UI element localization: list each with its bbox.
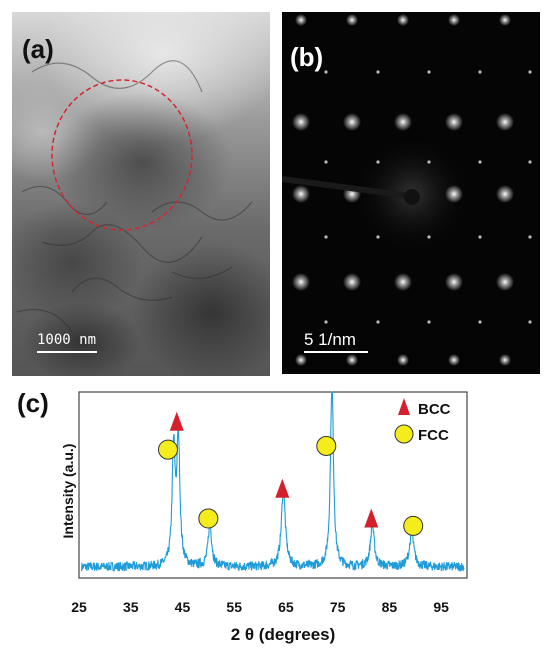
x-tick-label: 65 (278, 599, 294, 615)
superlattice-spot (324, 160, 328, 164)
fcc-peak-marker (198, 508, 219, 529)
legend-label: FCC (418, 427, 449, 444)
panel-b-label: (b) (290, 42, 324, 72)
diffraction-spot (445, 185, 463, 203)
scale-bar-label-b: 5 1/nm (304, 330, 356, 349)
diffraction-spot (394, 273, 412, 291)
x-tick-label: 85 (382, 599, 398, 615)
superlattice-spot (324, 320, 328, 324)
beam-stopper-tip (404, 189, 420, 205)
diffraction-spot (343, 113, 361, 131)
x-tick-label: 75 (330, 599, 346, 615)
x-tick-label: 25 (71, 599, 87, 615)
diffraction-spot (295, 14, 307, 26)
superlattice-spot (376, 235, 380, 239)
fcc-peak-marker (403, 515, 424, 536)
superlattice-spot (528, 70, 532, 74)
diffraction-spot (343, 273, 361, 291)
xrd-chart: BCC FCC 25 35 45 55 65 75 85 95 2 θ (degrees) Inten… (60, 391, 468, 644)
scale-bar-a (37, 351, 97, 353)
superlattice-spot (478, 235, 482, 239)
superlattice-spot (324, 235, 328, 239)
superlattice-spot (528, 320, 532, 324)
tem-texture (16, 60, 253, 333)
diffraction-spot (499, 354, 511, 366)
superlattice-spot (478, 320, 482, 324)
diffraction-spot (397, 354, 409, 366)
diffraction-spot (292, 113, 310, 131)
superlattice-spot (427, 235, 431, 239)
fcc-peak-marker (157, 439, 178, 460)
panel-a-label: (a) (22, 34, 54, 64)
superlattice-spot (376, 70, 380, 74)
diffraction-spot (292, 273, 310, 291)
x-tick-label: 55 (226, 599, 242, 615)
superlattice-spot (324, 70, 328, 74)
legend-label: BCC (418, 401, 451, 418)
superlattice-spot (528, 235, 532, 239)
superlattice-spot (427, 70, 431, 74)
fcc-peak-marker (316, 435, 337, 456)
xrd-chart-panel: BCC FCC 25 35 45 55 65 75 85 95 2 θ (degrees) Inten… (12, 380, 540, 660)
diffraction-spot (346, 354, 358, 366)
diffraction-spot (496, 273, 514, 291)
diffraction-spot (295, 354, 307, 366)
diffraction-spot (499, 14, 511, 26)
diffraction-spot (496, 185, 514, 203)
panel-c-label: (c) (17, 388, 49, 418)
diffraction-spot (445, 113, 463, 131)
x-tick-label: 45 (175, 599, 191, 615)
x-tick-label: 95 (433, 599, 449, 615)
diffraction-spot (394, 113, 412, 131)
scale-bar-label-a: 1000 nm (37, 332, 97, 348)
superlattice-spot (478, 70, 482, 74)
superlattice-spot (427, 320, 431, 324)
scale-bar-b (304, 351, 368, 353)
diffraction-spot (448, 14, 460, 26)
superlattice-spot (478, 160, 482, 164)
plot-frame (78, 391, 468, 579)
tem-micrograph-panel: (a) 1000 nm (12, 12, 270, 376)
superlattice-spot (376, 320, 380, 324)
x-axis-label: 2 θ (degrees) (231, 625, 336, 644)
diffraction-pattern-panel: (b) 5 1/nm (282, 12, 540, 374)
beam-stopper (282, 176, 411, 199)
bcc-peak-marker (275, 478, 290, 498)
diffraction-spot (448, 354, 460, 366)
diffraction-spot (292, 185, 310, 203)
superlattice-spot (528, 160, 532, 164)
diffraction-spot (346, 14, 358, 26)
diffraction-spot (445, 273, 463, 291)
selected-area-circle (51, 79, 193, 231)
superlattice-spot (376, 160, 380, 164)
diffraction-spot (397, 14, 409, 26)
xrd-pattern-line (81, 391, 465, 572)
legend-bcc-symbol (398, 398, 410, 415)
diffraction-spots (282, 14, 532, 366)
diffraction-spot (496, 113, 514, 131)
bcc-peak-marker (364, 508, 379, 528)
superlattice-spot (427, 160, 431, 164)
x-tick-label: 35 (123, 599, 139, 615)
legend-fcc-symbol (394, 424, 414, 444)
y-axis-label: Intensity (a.u.) (60, 444, 76, 539)
bcc-peak-marker (169, 411, 184, 431)
